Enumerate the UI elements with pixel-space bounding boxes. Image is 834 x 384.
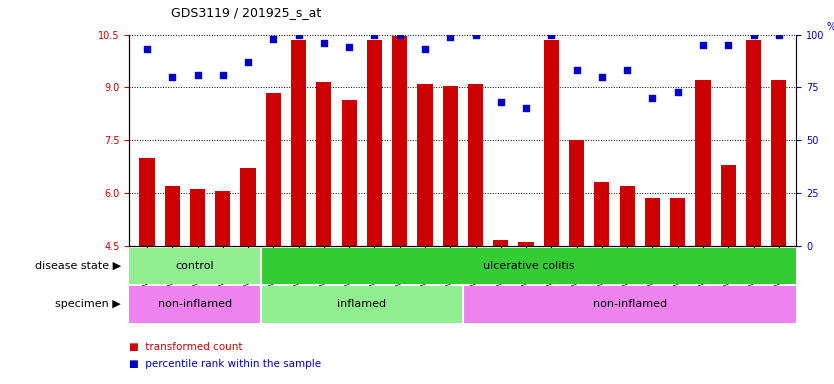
Text: control: control bbox=[176, 261, 214, 271]
Text: GDS3119 / 201925_s_at: GDS3119 / 201925_s_at bbox=[171, 6, 321, 19]
Bar bbox=[392, 36, 407, 246]
Bar bbox=[519, 242, 534, 246]
Bar bbox=[443, 86, 458, 246]
Point bbox=[646, 95, 659, 101]
Point bbox=[696, 42, 710, 48]
Point bbox=[469, 31, 482, 38]
Text: %: % bbox=[826, 22, 834, 33]
Bar bbox=[417, 84, 433, 246]
Bar bbox=[721, 165, 736, 246]
Point bbox=[494, 99, 507, 105]
Point bbox=[419, 46, 432, 53]
Text: non-inflamed: non-inflamed bbox=[158, 299, 232, 310]
Bar bbox=[316, 82, 331, 246]
Bar bbox=[261, 286, 463, 323]
Bar bbox=[645, 198, 660, 246]
Text: ■  transformed count: ■ transformed count bbox=[129, 342, 243, 352]
Point bbox=[166, 74, 179, 80]
Point bbox=[241, 59, 254, 65]
Point bbox=[267, 36, 280, 42]
Bar bbox=[771, 80, 786, 246]
Text: ■  percentile rank within the sample: ■ percentile rank within the sample bbox=[129, 359, 321, 369]
Bar bbox=[190, 189, 205, 246]
Point bbox=[595, 74, 609, 80]
Bar bbox=[164, 186, 180, 246]
Bar bbox=[266, 93, 281, 246]
Point bbox=[317, 40, 330, 46]
Point bbox=[444, 34, 457, 40]
Point bbox=[620, 68, 634, 74]
Point bbox=[520, 106, 533, 112]
Bar bbox=[367, 40, 382, 246]
Text: ulcerative colitis: ulcerative colitis bbox=[483, 261, 575, 271]
Bar bbox=[261, 248, 796, 284]
Point bbox=[772, 31, 786, 38]
Bar bbox=[129, 286, 261, 323]
Point bbox=[368, 31, 381, 38]
Point bbox=[746, 31, 760, 38]
Bar bbox=[342, 100, 357, 246]
Point bbox=[343, 44, 356, 50]
Point bbox=[545, 31, 558, 38]
Bar bbox=[595, 182, 610, 246]
Bar bbox=[544, 40, 559, 246]
Text: non-inflamed: non-inflamed bbox=[593, 299, 666, 310]
Bar bbox=[240, 168, 256, 246]
Bar bbox=[291, 40, 306, 246]
Point bbox=[393, 31, 406, 38]
Bar bbox=[493, 240, 509, 246]
Bar bbox=[696, 80, 711, 246]
Bar bbox=[620, 186, 635, 246]
Bar bbox=[215, 191, 230, 246]
Point bbox=[570, 68, 583, 74]
Bar bbox=[468, 84, 483, 246]
Bar bbox=[129, 248, 261, 284]
Text: specimen ▶: specimen ▶ bbox=[55, 299, 121, 310]
Point bbox=[140, 46, 153, 53]
Point bbox=[721, 42, 735, 48]
Bar bbox=[670, 198, 686, 246]
Bar bbox=[463, 286, 796, 323]
Point bbox=[671, 89, 685, 95]
Point bbox=[191, 72, 204, 78]
Text: disease state ▶: disease state ▶ bbox=[35, 261, 121, 271]
Bar bbox=[569, 140, 584, 246]
Point bbox=[216, 72, 229, 78]
Bar bbox=[139, 158, 154, 246]
Text: inflamed: inflamed bbox=[337, 299, 386, 310]
Bar bbox=[746, 40, 761, 246]
Point bbox=[292, 31, 305, 38]
